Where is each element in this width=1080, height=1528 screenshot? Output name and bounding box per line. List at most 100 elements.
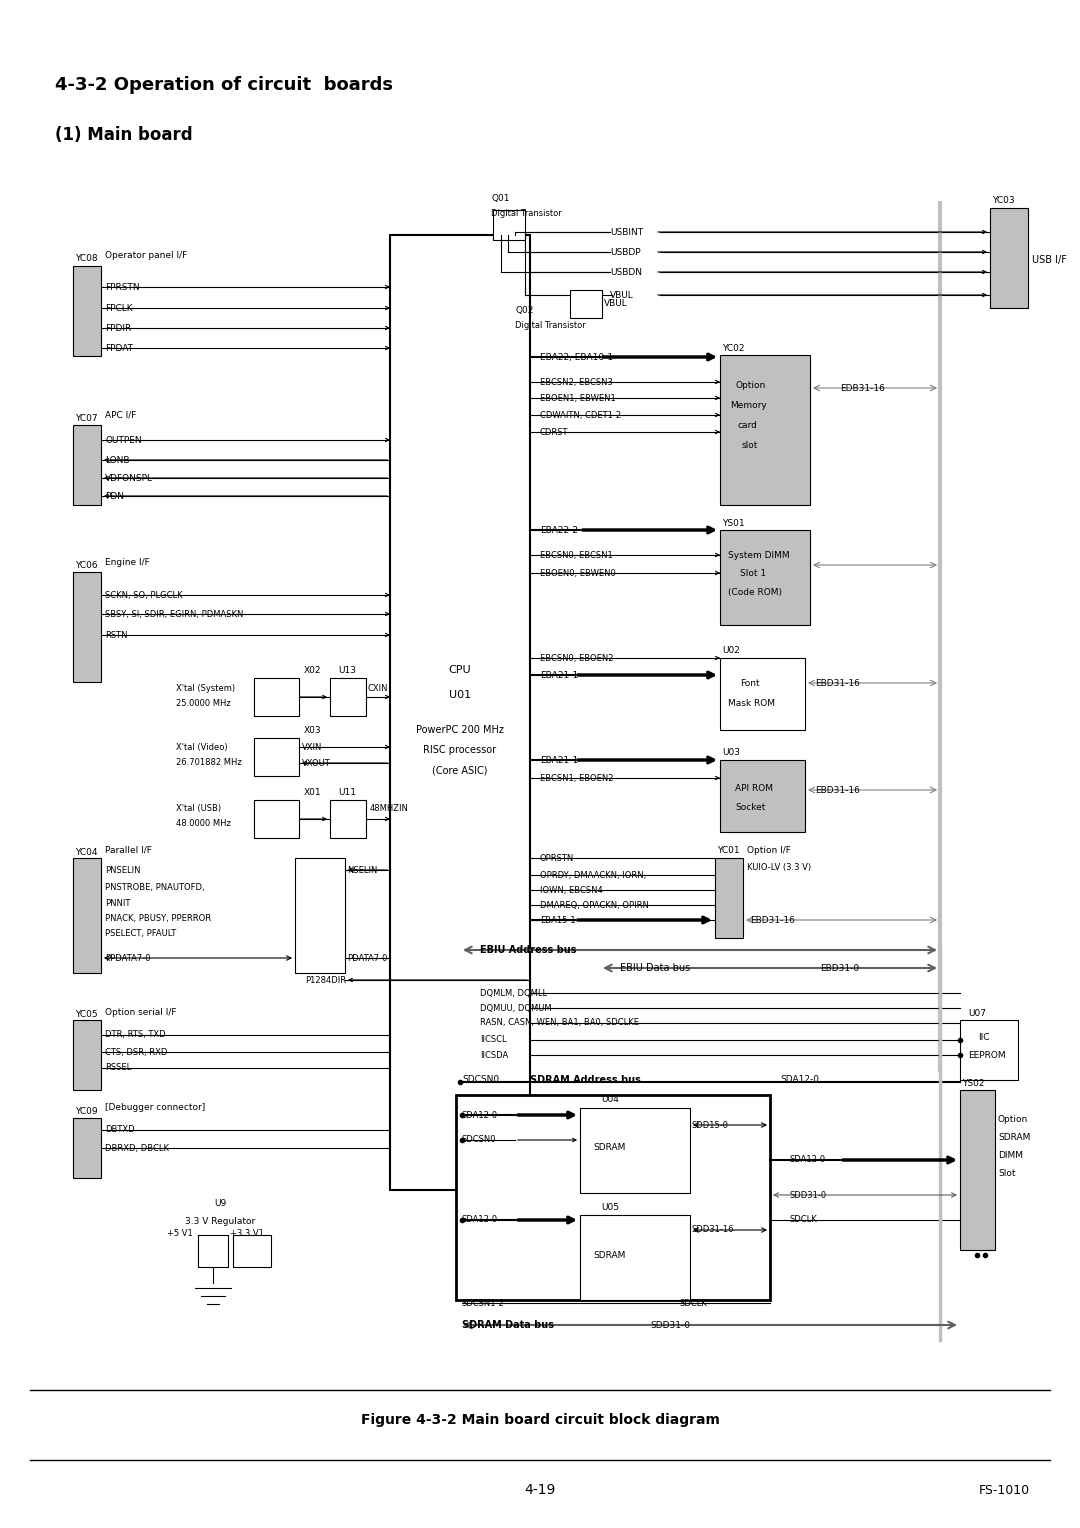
Bar — [254, 738, 299, 776]
Bar — [715, 859, 743, 938]
Text: EBOEN1, EBWEN1: EBOEN1, EBWEN1 — [540, 394, 616, 402]
Text: P1284DIR: P1284DIR — [305, 975, 346, 984]
Text: U9: U9 — [214, 1198, 226, 1207]
Text: Slot 1: Slot 1 — [740, 568, 766, 578]
Text: 26.701882 MHz: 26.701882 MHz — [176, 758, 242, 767]
Text: PNSTROBE, PNAUTOFD,: PNSTROBE, PNAUTOFD, — [105, 883, 204, 891]
Text: NSELIN: NSELIN — [347, 865, 377, 874]
Text: VBUL: VBUL — [604, 298, 627, 307]
Text: 3.3 V Regulator: 3.3 V Regulator — [185, 1216, 255, 1225]
Bar — [73, 859, 102, 973]
Text: SDRAM: SDRAM — [594, 1250, 626, 1259]
Text: EBD31-16: EBD31-16 — [815, 785, 860, 795]
Text: Digital Transistor: Digital Transistor — [491, 208, 562, 217]
Text: YC02: YC02 — [723, 344, 744, 353]
Bar — [390, 235, 530, 1190]
Text: System DIMM: System DIMM — [728, 550, 789, 559]
Text: SDD15-0: SDD15-0 — [692, 1120, 729, 1129]
Text: U03: U03 — [723, 747, 740, 756]
Text: X01: X01 — [303, 787, 322, 796]
Text: U13: U13 — [338, 666, 356, 674]
Text: VXIN: VXIN — [302, 743, 322, 752]
Text: CXIN: CXIN — [368, 683, 389, 692]
Text: PNACK, PBUSY, PPERROR: PNACK, PBUSY, PPERROR — [105, 914, 211, 923]
Bar — [254, 801, 299, 837]
Bar — [570, 290, 602, 318]
Bar — [960, 1021, 1018, 1080]
Bar — [73, 266, 102, 356]
Text: YC07: YC07 — [75, 414, 97, 423]
Text: PowerPC 200 MHz: PowerPC 200 MHz — [416, 724, 504, 735]
Text: SBSY, SI, SDIR, EGIRN, PDMASKN: SBSY, SI, SDIR, EGIRN, PDMASKN — [105, 610, 243, 619]
Text: 25.0000 MHz: 25.0000 MHz — [176, 698, 231, 707]
Text: [Debugger connector]: [Debugger connector] — [105, 1103, 205, 1112]
Text: EBA22, EBA10-1: EBA22, EBA10-1 — [540, 353, 613, 362]
Text: RSTN: RSTN — [105, 631, 127, 640]
Text: SDRAM Address bus: SDRAM Address bus — [530, 1076, 640, 1085]
Text: PNNIT: PNNIT — [105, 898, 131, 908]
Bar — [990, 208, 1028, 309]
Text: RSSEL: RSSEL — [105, 1063, 132, 1073]
Text: EBIU Data bus: EBIU Data bus — [620, 963, 690, 973]
Text: slot: slot — [742, 440, 758, 449]
Text: DBRXD, DBCLK: DBRXD, DBCLK — [105, 1143, 168, 1152]
Text: SDCSN0: SDCSN0 — [462, 1076, 499, 1085]
Text: IOWN, EBCSN4: IOWN, EBCSN4 — [540, 886, 603, 894]
Bar — [198, 1235, 228, 1267]
Text: DIMM: DIMM — [998, 1152, 1023, 1160]
Text: VDFONSPL: VDFONSPL — [105, 474, 153, 483]
Text: SDD31-0: SDD31-0 — [650, 1320, 690, 1329]
Text: Figure 4-3-2 Main board circuit block diagram: Figure 4-3-2 Main board circuit block di… — [361, 1413, 719, 1427]
Text: U07: U07 — [968, 1008, 986, 1018]
Text: RISC processor: RISC processor — [423, 746, 497, 755]
Text: CTS, DSR, RXD: CTS, DSR, RXD — [105, 1048, 167, 1056]
Text: X03: X03 — [303, 726, 322, 735]
Text: SDCSN1-2: SDCSN1-2 — [462, 1299, 504, 1308]
Text: EBCSN2, EBCSN3: EBCSN2, EBCSN3 — [540, 377, 612, 387]
Bar — [73, 1021, 102, 1089]
Text: PNSELIN: PNSELIN — [105, 865, 140, 874]
Text: Slot: Slot — [998, 1169, 1015, 1178]
Text: CDWAITN, CDET1-2: CDWAITN, CDET1-2 — [540, 411, 621, 420]
Text: OPRDY, DMAACKN, IORN,: OPRDY, DMAACKN, IORN, — [540, 871, 646, 880]
Text: X'tal (Video): X'tal (Video) — [176, 743, 228, 752]
Text: Q02: Q02 — [515, 306, 534, 315]
Bar — [233, 1235, 271, 1267]
Text: SDCSN0: SDCSN0 — [462, 1135, 497, 1144]
Text: FPRSTN: FPRSTN — [105, 283, 139, 292]
Text: Engine I/F: Engine I/F — [105, 558, 150, 567]
Text: KUIO-LV (3.3 V): KUIO-LV (3.3 V) — [747, 862, 811, 871]
Text: USBDP: USBDP — [610, 248, 640, 257]
Text: USB I/F: USB I/F — [1032, 255, 1067, 264]
Text: FS-1010: FS-1010 — [978, 1484, 1030, 1496]
Text: IICSCL: IICSCL — [480, 1036, 507, 1045]
Bar — [492, 209, 525, 240]
Text: Option serial I/F: Option serial I/F — [105, 1007, 176, 1016]
Text: EBIU Address bus: EBIU Address bus — [480, 944, 577, 955]
Text: Q01: Q01 — [491, 194, 510, 203]
Text: Digital Transistor: Digital Transistor — [515, 321, 585, 330]
Text: EBCSN0, EBCSN1: EBCSN0, EBCSN1 — [540, 550, 612, 559]
Text: USBINT: USBINT — [610, 228, 643, 237]
Bar — [580, 1108, 690, 1193]
Text: U11: U11 — [338, 787, 356, 796]
Bar — [73, 571, 102, 681]
Bar — [580, 1215, 690, 1300]
Text: SDCLK: SDCLK — [789, 1215, 818, 1224]
Text: +5 V1: +5 V1 — [167, 1229, 193, 1238]
Text: YC08: YC08 — [75, 254, 97, 263]
Text: Font: Font — [740, 678, 759, 688]
Text: CPU: CPU — [448, 665, 471, 675]
Bar — [330, 801, 366, 837]
Text: (1) Main board: (1) Main board — [55, 125, 192, 144]
Text: Memory: Memory — [730, 400, 767, 410]
Text: SDA12-0: SDA12-0 — [780, 1076, 819, 1085]
Text: Option: Option — [998, 1115, 1028, 1125]
Bar — [254, 678, 299, 717]
Text: EBA21-1: EBA21-1 — [540, 755, 578, 764]
Bar — [720, 530, 810, 625]
Bar — [720, 659, 805, 730]
Text: EBCSN1, EBOEN2: EBCSN1, EBOEN2 — [540, 773, 613, 782]
Text: U02: U02 — [723, 645, 740, 654]
Bar — [73, 1118, 102, 1178]
